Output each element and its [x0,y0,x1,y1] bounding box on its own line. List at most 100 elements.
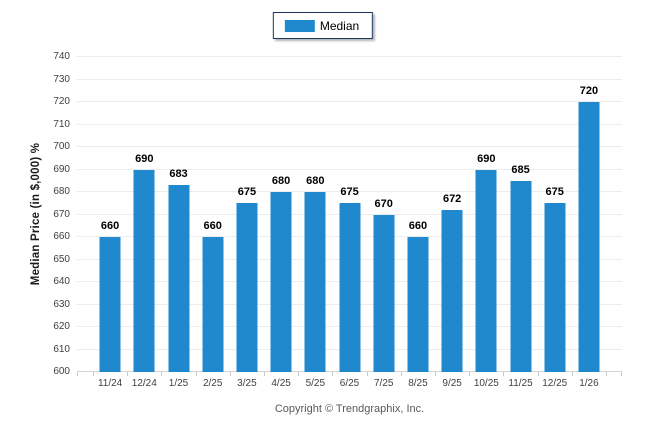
bar-value-label: 680 [271,175,291,187]
x-tick-label: 1/25 [168,378,189,389]
bar-value-label: 720 [579,85,599,97]
x-tick-label: 4/25 [271,378,291,389]
bar [373,214,395,372]
bar-value-label: 672 [442,193,462,205]
category-slot: 670 7/25 [367,57,401,389]
bar [475,169,497,372]
category-slot: 690 10/25 [469,57,503,389]
axis-tick [621,372,622,376]
y-tick-label: 600 [53,366,70,377]
y-tick-label: 690 [53,163,70,175]
bar [270,192,292,372]
bar [202,237,224,372]
category-slot: 660 11/24 [93,57,127,389]
x-tick-label: 11/25 [508,378,533,389]
bar [578,102,600,372]
y-tick-label: 660 [53,231,70,242]
bar-value-label: 660 [408,220,428,232]
axis-tick [571,372,573,376]
bar [168,185,189,372]
bar [441,210,463,372]
bar [510,180,532,372]
bar-value-label: 660 [100,220,120,232]
gridline [77,191,622,192]
x-tick-label: 1/26 [579,378,599,389]
y-tick-label: 610 [53,343,70,355]
bar [236,203,258,372]
category-slot: 672 9/25 [435,57,469,389]
category-slot: 683 1/25 [161,57,195,389]
axis-tick [332,372,334,376]
bar [339,203,361,372]
bar-value-label: 680 [306,175,325,187]
axis-tick [606,372,607,376]
bar [99,237,121,372]
bar-value-label: 690 [477,152,496,165]
y-tick-label: 640 [53,276,70,287]
x-tick-label: 5/25 [305,378,326,389]
copyright-text: Copyright © Trendgraphix, Inc. [274,403,425,415]
axis-tick [400,372,402,376]
bar-value-label: 675 [545,186,564,199]
x-tick-label: 9/25 [442,378,462,389]
axis-tick [77,372,78,376]
y-tick-label: 730 [53,73,70,85]
category-slot: 680 5/25 [298,57,332,389]
axis-tick [264,372,265,376]
category-slot: 680 4/25 [264,57,298,389]
bar-value-label: 685 [511,163,530,176]
bar [133,169,155,372]
y-tick-label: 710 [53,118,70,130]
gridline [77,168,622,170]
gridline [77,56,622,57]
axis-tick [469,372,471,376]
category-slot: 720 1/26 [572,57,606,389]
bar-value-label: 660 [203,220,222,232]
axis-tick [93,372,94,376]
legend-label: Median [319,18,360,33]
axis-tick [537,372,539,376]
axis-tick [229,372,231,376]
bar [407,237,429,372]
y-tick-label: 630 [53,298,70,310]
axis-tick [298,372,300,376]
axis-tick [127,372,129,376]
legend: Median [272,12,374,39]
gridline [77,146,622,147]
bar-value-label: 670 [374,197,393,210]
x-tick-label: 2/25 [202,378,223,389]
gridline [77,101,622,102]
y-tick-label: 700 [53,141,70,152]
bar-value-label: 675 [340,186,359,199]
y-axis-title: Median Price (in $,000) % [30,142,42,286]
y-tick-label: 620 [53,321,70,332]
axis-tick [366,372,368,376]
x-tick-label: 8/25 [408,378,428,389]
gridline [77,78,622,80]
x-tick-label: 12/24 [131,378,157,389]
category-slot: 675 6/25 [332,57,366,389]
x-tick-label: 12/25 [542,378,568,389]
x-tick-label: 3/25 [237,378,257,389]
category-slot: 660 2/25 [196,57,230,389]
y-tick-label: 670 [53,208,70,220]
axis-tick [435,372,436,376]
axis-tick [161,372,163,376]
bars-region: 660 11/24 690 12/24 683 1/25 660 2/25 675 3/25 680… [93,57,606,389]
category-slot: 685 11/25 [503,57,537,388]
y-tick-label: 680 [53,186,70,197]
category-slot: 660 8/25 [401,57,435,389]
y-tick-label: 740 [53,51,70,62]
bar-value-label: 683 [169,168,188,181]
legend-swatch-median [284,19,315,32]
x-tick-label: 11/24 [97,378,123,389]
bar [304,192,326,372]
y-tick-label: 720 [53,96,70,107]
y-tick-label: 650 [53,253,70,265]
gridline [77,123,622,125]
bar-value-label: 690 [135,152,154,165]
axis-tick [195,372,197,376]
plot-area: 600 610 620 630 640 650 660 670 680 690 700 710 720 7… [53,52,622,389]
x-tick-label: 6/25 [339,378,360,389]
